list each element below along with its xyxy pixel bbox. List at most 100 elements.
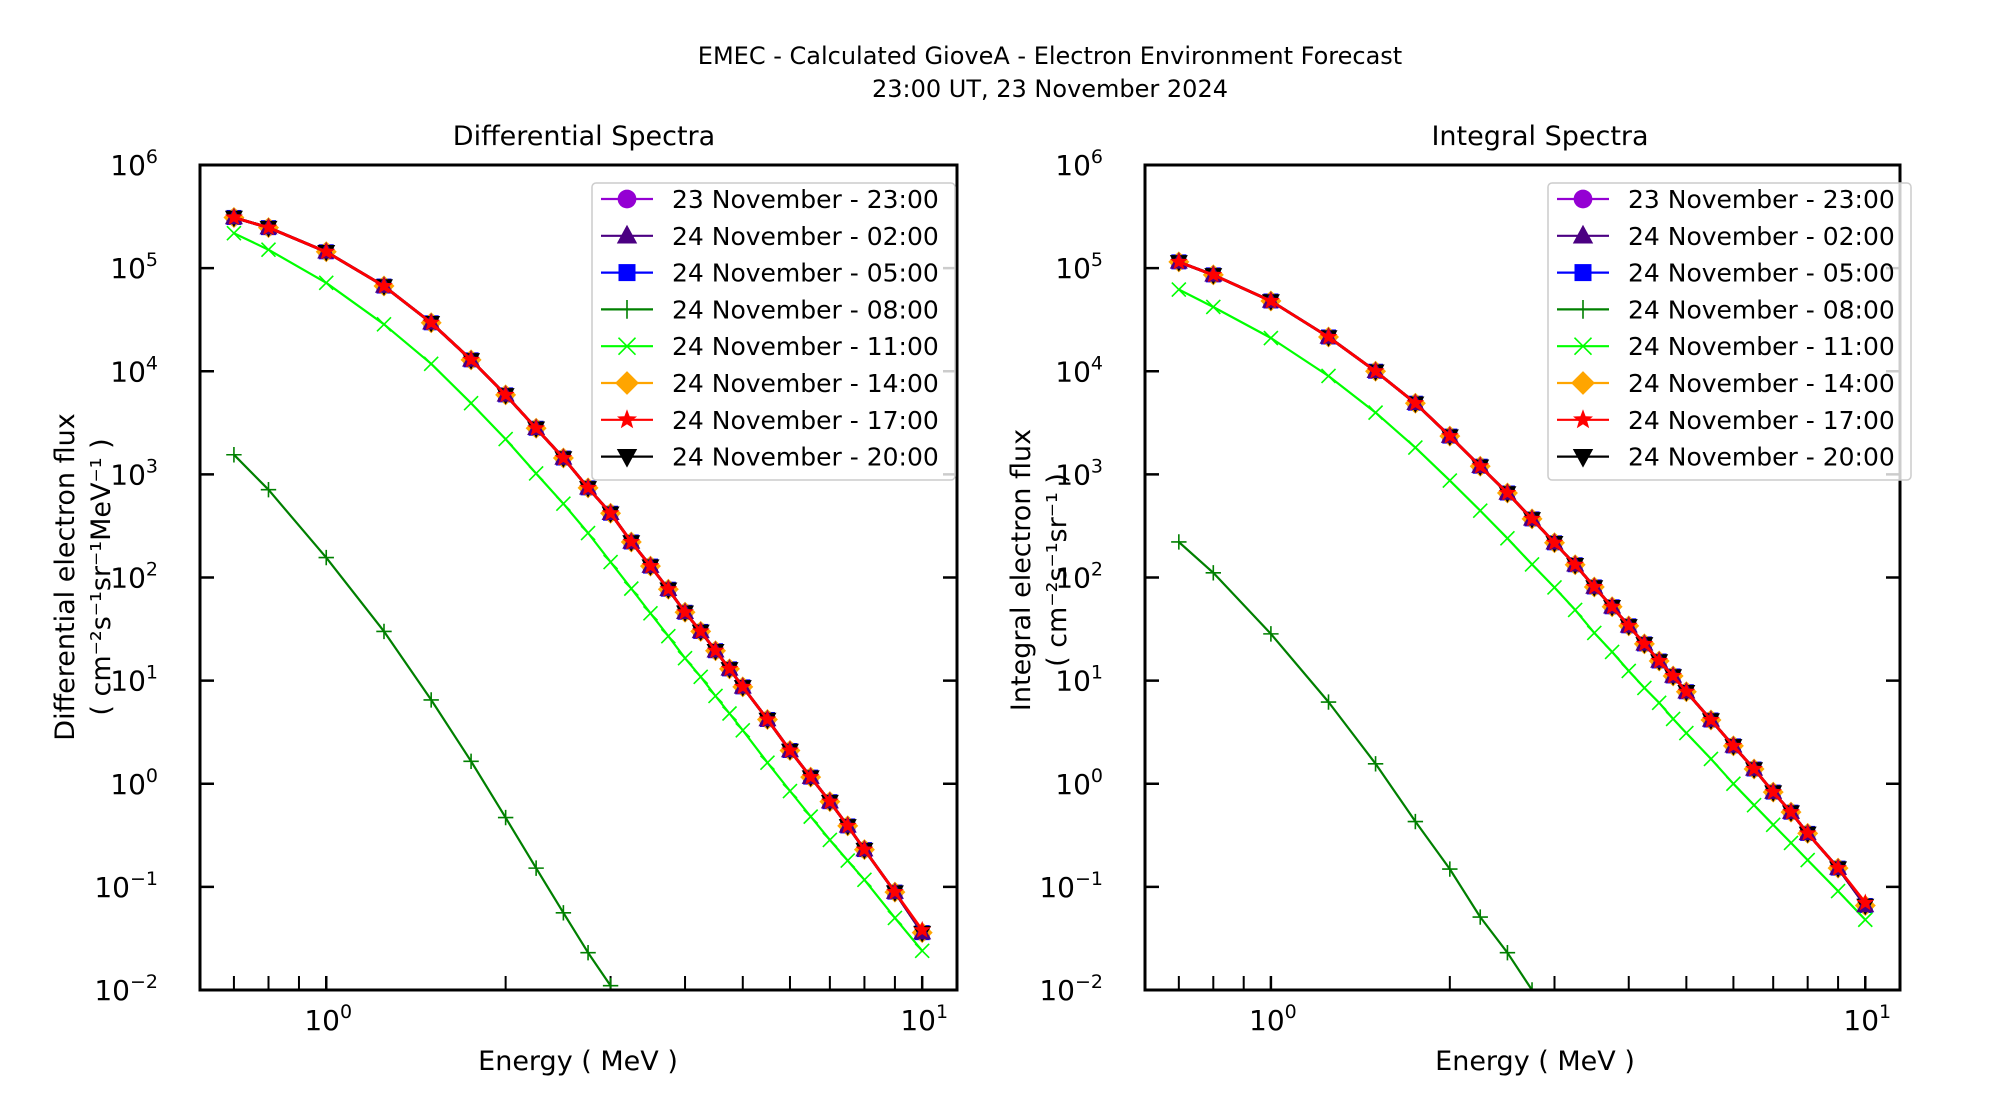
data-point-marker — [642, 605, 659, 621]
legend-item: 24 November - 20:00 — [601, 443, 939, 472]
y-tick-label: 102 — [1055, 559, 1103, 595]
data-point-marker — [376, 623, 392, 640]
data-point-marker — [781, 741, 799, 758]
data-point-marker — [1472, 503, 1488, 519]
y-tick-label: 105 — [1055, 249, 1103, 285]
legend-label: 24 November - 05:00 — [672, 259, 939, 288]
data-point-marker — [622, 532, 641, 550]
data-point-marker — [1263, 330, 1279, 346]
data-point-marker — [497, 809, 514, 826]
y-tick-label: 104 — [1055, 352, 1103, 388]
data-point-marker — [1800, 852, 1816, 868]
data-point-marker — [1407, 439, 1423, 456]
data-point-marker — [1171, 534, 1187, 550]
x-tick-label: 100 — [304, 1001, 352, 1037]
differential-spectra-panel: Differential Spectra Energy ( MeV ) Diff… — [50, 121, 959, 1077]
data-point-marker — [1857, 912, 1873, 928]
data-point-marker — [1830, 883, 1846, 899]
legend-marker — [1573, 189, 1593, 209]
data-point-marker — [660, 628, 676, 644]
data-point-marker — [821, 792, 839, 810]
y-tick-label: 103 — [1055, 455, 1103, 491]
legend-label: 24 November - 17:00 — [1628, 406, 1895, 435]
data-point-marker — [1677, 682, 1696, 700]
legend-box — [1547, 182, 1912, 481]
legend-item: 24 November - 08:00 — [601, 295, 939, 324]
data-point-marker — [1585, 577, 1604, 595]
data-point-marker — [641, 556, 660, 574]
legend-label: 23 November - 23:00 — [1628, 185, 1895, 214]
data-point-marker — [1262, 291, 1280, 309]
x-tick-label: 101 — [1843, 1001, 1891, 1037]
data-point-marker — [1498, 483, 1517, 501]
legend-label: 24 November - 02:00 — [672, 222, 939, 251]
data-point-marker — [1545, 533, 1564, 551]
series-24-november-11-00 — [226, 225, 930, 959]
data-point-marker — [677, 650, 693, 666]
data-point-marker — [1621, 663, 1637, 679]
data-point-marker — [601, 503, 620, 521]
differential-panel-title: Differential Spectra — [453, 121, 715, 152]
data-point-marker — [1471, 456, 1490, 474]
integral-legend: 23 November - 23:00 24 November - 02:00 24… — [1547, 182, 1912, 481]
data-point-marker — [1702, 710, 1720, 728]
data-point-marker — [603, 554, 619, 570]
data-point-marker — [1782, 802, 1800, 820]
figure-subtitle: 23:00 UT, 23 November 2024 — [872, 75, 1228, 103]
data-point-marker — [318, 275, 334, 291]
data-point-marker — [1566, 555, 1584, 573]
data-point-marker — [1205, 299, 1221, 315]
legend-label: 24 November - 20:00 — [1628, 443, 1895, 472]
data-point-marker — [260, 482, 277, 498]
legend-label: 24 November - 14:00 — [672, 369, 939, 398]
differential-y-axis-label: Differential electron flux — [50, 413, 81, 740]
data-point-marker — [602, 978, 619, 990]
data-point-marker — [735, 722, 751, 738]
data-point-marker — [759, 755, 776, 771]
integral-axes-frame — [1143, 163, 1902, 992]
data-point-marker — [1524, 982, 1540, 990]
legend-item: 24 November - 17:00 — [601, 406, 939, 435]
data-point-marker — [259, 218, 278, 236]
legend-label: 24 November - 08:00 — [1628, 295, 1895, 324]
legend-marker — [617, 300, 637, 319]
data-point-marker — [676, 603, 694, 620]
data-point-marker — [1319, 327, 1338, 345]
legend-item: 24 November - 02:00 — [1557, 222, 1895, 251]
data-point-marker — [1499, 944, 1516, 961]
data-point-marker — [375, 276, 393, 294]
integral-ticks: 10−2 10−1 100 101 102 103 104 105 106 100 101 — [1039, 146, 1900, 1037]
data-point-marker — [1368, 405, 1384, 421]
differential-x-axis-label: Energy ( MeV ) — [478, 1046, 678, 1077]
data-point-marker — [840, 852, 856, 869]
data-point-marker — [1407, 813, 1424, 830]
data-point-marker — [1651, 695, 1667, 711]
data-point-marker — [579, 478, 597, 496]
data-point-marker — [498, 431, 514, 447]
legend-item: 24 November - 20:00 — [1557, 443, 1895, 472]
data-point-marker — [782, 783, 798, 799]
data-point-marker — [1442, 861, 1458, 877]
data-point-marker — [1619, 616, 1638, 634]
differential-plot-area — [223, 206, 933, 990]
series-24-november-11-00 — [1171, 281, 1873, 928]
y-tick-label: 100 — [110, 765, 158, 801]
data-point-marker — [659, 579, 678, 597]
data-point-marker — [1171, 281, 1187, 298]
series-24-november-17-00 — [225, 208, 931, 938]
legend-marker — [1572, 448, 1594, 468]
data-point-marker — [226, 447, 242, 463]
data-point-marker — [225, 208, 243, 225]
data-point-marker — [1472, 909, 1488, 925]
data-point-marker — [838, 816, 857, 834]
legend-marker — [617, 337, 637, 356]
y-tick-label: 101 — [1055, 662, 1103, 698]
data-point-marker — [1320, 368, 1337, 384]
data-point-marker — [1263, 626, 1279, 642]
y-tick-label: 106 — [1055, 146, 1103, 182]
x-tick-label: 100 — [1249, 1001, 1297, 1037]
legend-item: 23 November - 23:00 — [1557, 185, 1895, 214]
data-point-marker — [1567, 602, 1583, 618]
data-point-marker — [801, 767, 820, 785]
